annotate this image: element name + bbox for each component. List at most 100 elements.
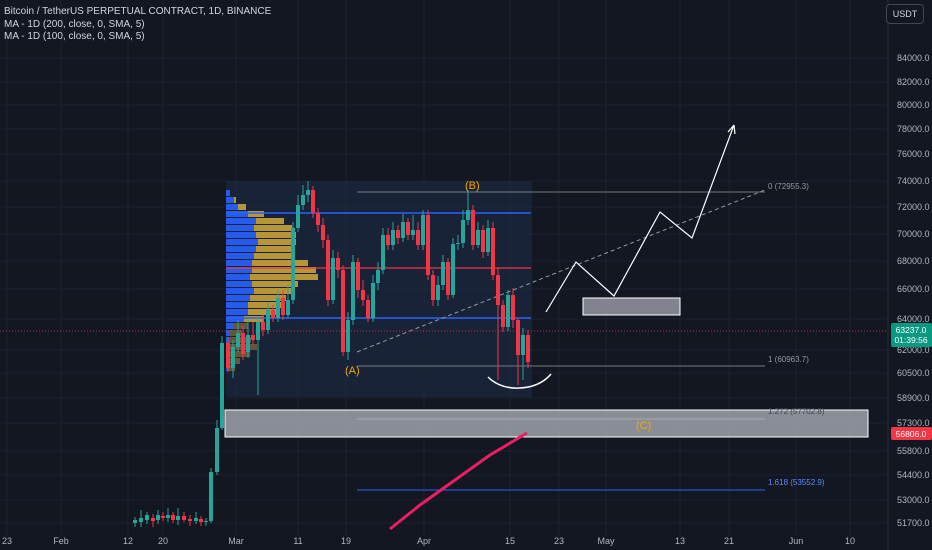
candle-body[interactable] (296, 205, 300, 228)
candle-body[interactable] (331, 258, 335, 300)
candle-body[interactable] (266, 310, 270, 330)
trend-dashed-line[interactable] (356, 189, 766, 353)
candle-body[interactable] (526, 335, 530, 362)
price-tick-label: 68000.0 (897, 256, 930, 266)
candle-body[interactable] (406, 222, 410, 235)
candle-body[interactable] (311, 190, 315, 213)
volume-profile-bar (226, 330, 230, 336)
candle-body[interactable] (226, 343, 230, 368)
candle-body[interactable] (516, 320, 520, 355)
symbol-title[interactable]: Bitcoin / TetherUS PERPETUAL CONTRACT, 1… (4, 6, 272, 17)
candle-body[interactable] (246, 335, 250, 352)
candle-body[interactable] (451, 244, 455, 295)
candle-body[interactable] (446, 262, 450, 295)
candle-body[interactable] (156, 515, 160, 520)
candle-body[interactable] (271, 310, 275, 318)
candle-body[interactable] (145, 515, 149, 520)
candle-body[interactable] (491, 228, 495, 275)
candle-body[interactable] (161, 516, 165, 518)
candle-body[interactable] (341, 270, 345, 352)
candle-body[interactable] (351, 262, 355, 320)
candle-body[interactable] (486, 228, 490, 252)
candle-body[interactable] (376, 270, 380, 283)
candlesticks[interactable] (133, 181, 530, 527)
candle-body[interactable] (215, 428, 219, 472)
candle-body[interactable] (188, 519, 192, 521)
candle-body[interactable] (209, 472, 213, 521)
candle-body[interactable] (431, 275, 435, 300)
candle-body[interactable] (436, 285, 440, 300)
candle-body[interactable] (391, 230, 395, 245)
candle-body[interactable] (316, 213, 320, 225)
candle-body[interactable] (220, 343, 224, 428)
time-axis[interactable]: 23 Feb 12 20 Mar 11 19 Apr 15 23 May 13 21 Jun 10 (2, 536, 855, 546)
wave-c-label[interactable]: (C) (636, 420, 651, 432)
candle-body[interactable] (441, 262, 445, 285)
candle-body[interactable] (371, 283, 375, 318)
support-zone-box[interactable] (224, 409, 869, 438)
candle-body[interactable] (199, 519, 203, 522)
candle-body[interactable] (356, 262, 360, 290)
candle-body[interactable] (231, 347, 235, 368)
candle-body[interactable] (506, 295, 510, 327)
candle-body[interactable] (286, 300, 290, 315)
candle-body[interactable] (241, 333, 245, 354)
candle-body[interactable] (501, 305, 505, 327)
wave-a-label[interactable]: (A) (345, 365, 360, 377)
candle-body[interactable] (301, 195, 305, 205)
candle-body[interactable] (171, 515, 175, 520)
candle-body[interactable] (133, 520, 137, 523)
candle-body[interactable] (511, 295, 515, 320)
candle-body[interactable] (396, 230, 400, 238)
candle-body[interactable] (281, 298, 285, 315)
candle-body[interactable] (151, 518, 155, 521)
candle-body[interactable] (204, 521, 208, 522)
candle-body[interactable] (416, 230, 420, 245)
candle-body[interactable] (361, 290, 365, 300)
candle-body[interactable] (182, 516, 186, 520)
currency-button[interactable]: USDT (886, 4, 924, 24)
volume-profile-bar (256, 232, 296, 238)
candle-body[interactable] (256, 322, 260, 340)
candle-body[interactable] (251, 335, 255, 340)
candle-body[interactable] (426, 215, 430, 275)
price-axis[interactable]: 84000.0 82000.0 80000.0 78000.0 76000.0 74000… (897, 53, 930, 528)
candle-body[interactable] (326, 240, 330, 300)
candle-body[interactable] (261, 322, 265, 330)
candle-body[interactable] (366, 300, 370, 318)
candle-body[interactable] (421, 215, 425, 245)
candle-body[interactable] (411, 230, 415, 235)
candle-body[interactable] (386, 235, 390, 245)
candle-body[interactable] (166, 515, 170, 518)
candle-body[interactable] (381, 235, 385, 270)
candle-body[interactable] (346, 320, 350, 352)
candle-body[interactable] (194, 518, 198, 521)
candle-body[interactable] (236, 333, 240, 347)
candle-body[interactable] (496, 275, 500, 305)
candle-body[interactable] (461, 220, 465, 243)
candle-body[interactable] (481, 230, 485, 252)
ma200-legend[interactable]: MA - 1D (200, close, 0, SMA, 5) (4, 18, 145, 30)
candle-body[interactable] (306, 190, 310, 195)
candle-body[interactable] (471, 210, 475, 245)
candle-body[interactable] (139, 518, 143, 522)
candle-body[interactable] (336, 258, 340, 270)
projection-path[interactable] (545, 124, 735, 313)
candle-body[interactable] (291, 228, 295, 300)
candle-body[interactable] (276, 298, 280, 318)
target-zone-box[interactable] (582, 297, 681, 316)
chart-legend: Bitcoin / TetherUS PERPETUAL CONTRACT, 1… (4, 6, 271, 44)
candle-body[interactable] (401, 222, 405, 238)
candle-body[interactable] (456, 243, 460, 244)
ma100-legend[interactable]: MA - 1D (100, close, 0, SMA, 5) (4, 31, 145, 42)
candle-body[interactable] (321, 225, 325, 240)
candle-body[interactable] (466, 210, 470, 220)
time-tick-label: 21 (724, 536, 734, 546)
time-tick-label: 10 (845, 536, 855, 546)
candle-body[interactable] (176, 516, 180, 520)
candle-body[interactable] (476, 230, 480, 245)
bottom-curve[interactable] (487, 373, 552, 389)
candle-body[interactable] (521, 335, 525, 355)
wave-b-label[interactable]: (B) (465, 180, 480, 192)
